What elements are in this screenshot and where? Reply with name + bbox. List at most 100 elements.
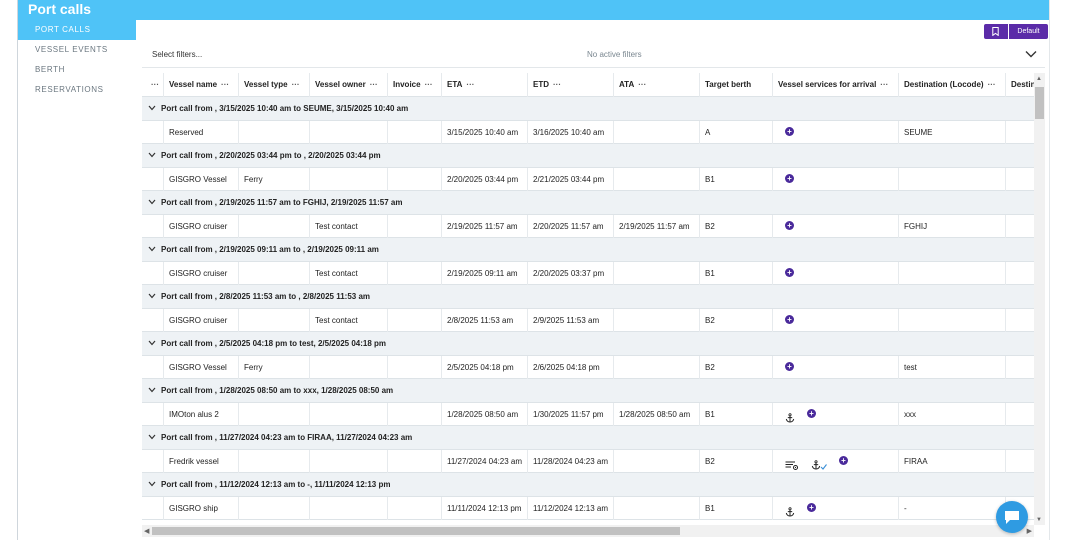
filter-bar: Select filters... No active filters [142, 42, 1045, 68]
chevron-down-icon[interactable] [1025, 50, 1037, 58]
column-header-vessel-name[interactable]: Vessel name ··· [163, 73, 238, 97]
group-row[interactable]: Port call from , 2/5/2025 04:18 pm to te… [142, 332, 1034, 356]
scroll-down-icon[interactable]: ▼ [1036, 517, 1042, 523]
row-select-cell [142, 497, 163, 520]
cell-destination-locode: FGHIJ [898, 215, 1005, 238]
chevron-down-icon[interactable] [148, 481, 156, 487]
group-row[interactable]: Port call from , 1/28/2025 08:50 am to x… [142, 379, 1034, 403]
column-menu-icon[interactable]: ··· [424, 80, 433, 89]
chevron-down-icon[interactable] [148, 246, 156, 252]
sidebar-item-vessel-events[interactable]: VESSEL EVENTS [35, 45, 108, 54]
cell-etd: 1/30/2025 11:57 pm [527, 403, 613, 426]
add-service-icon[interactable]: + [785, 268, 794, 277]
vertical-scroll-thumb[interactable] [1035, 87, 1044, 119]
bookmark-button[interactable] [984, 24, 1008, 39]
add-service-icon[interactable]: + [785, 221, 794, 230]
column-header-destination[interactable]: Destin [1005, 73, 1034, 97]
column-header-etd[interactable]: ETD ··· [527, 73, 613, 97]
anchor-icon[interactable] [785, 409, 795, 426]
add-service-icon[interactable]: + [839, 456, 848, 465]
default-view-button[interactable]: Default [1009, 24, 1048, 39]
cell-destination [1005, 450, 1034, 473]
chevron-down-icon[interactable] [148, 105, 156, 111]
column-menu-icon[interactable]: ··· [466, 80, 475, 89]
add-service-icon[interactable]: + [785, 127, 794, 136]
services-list-icon[interactable] [785, 456, 799, 473]
group-title: Port call from , 2/19/2025 11:57 am to F… [161, 198, 403, 207]
column-header-ata[interactable]: ATA ··· [613, 73, 699, 97]
add-service-icon[interactable]: + [785, 315, 794, 324]
cell-vessel-type [238, 403, 309, 426]
sidebar-item-port-calls[interactable]: PORT CALLS [18, 20, 136, 40]
cell-target-berth: B2 [699, 356, 772, 379]
row-select-cell [142, 215, 163, 238]
horizontal-scroll-thumb[interactable] [152, 527, 680, 535]
group-title: Port call from , 1/28/2025 08:50 am to x… [161, 386, 394, 395]
scroll-up-icon[interactable]: ▲ [1036, 76, 1042, 82]
chat-button[interactable] [996, 501, 1028, 533]
column-header-target-berth[interactable]: Target berth [699, 73, 772, 97]
column-menu-icon[interactable]: ··· [369, 80, 378, 89]
table-row[interactable]: IMOton alus 2 1/28/2025 08:50 am 1/30/2025… [142, 403, 1034, 426]
cell-eta: 2/20/2025 03:44 pm [441, 168, 527, 191]
table-row[interactable]: GISGRO cruiser Test contact 2/8/2025 11:53… [142, 309, 1034, 332]
vertical-scrollbar[interactable]: ▲ ▼ [1034, 73, 1045, 525]
add-service-icon[interactable]: + [785, 362, 794, 371]
table-row[interactable]: GISGRO cruiser Test contact 2/19/2025 09:1… [142, 262, 1034, 285]
table-row[interactable]: Fredrik vessel 11/27/2024 04:23 am 11/28/2… [142, 450, 1034, 473]
table-row[interactable]: GISGRO ship 11/11/2024 12:13 pm 11/12/2024… [142, 497, 1034, 520]
column-label: Vessel services for arrival [778, 80, 877, 89]
chevron-down-icon[interactable] [148, 152, 156, 158]
column-menu-icon[interactable]: ··· [553, 80, 561, 89]
anchor-check-icon[interactable] [811, 456, 827, 473]
group-row[interactable]: Port call from , 2/20/2025 03:44 pm to ,… [142, 144, 1034, 168]
row-select-cell [142, 309, 163, 332]
column-header-invoice[interactable]: Invoice ··· [387, 73, 441, 97]
chevron-down-icon[interactable] [148, 434, 156, 440]
horizontal-scrollbar[interactable]: ◀ ▶ [142, 525, 1034, 537]
cell-vessel-name: IMOton alus 2 [163, 403, 238, 426]
column-header-vessel-owner[interactable]: Vessel owner ··· [309, 73, 387, 97]
group-row[interactable]: Port call from , 11/27/2024 04:23 am to … [142, 426, 1034, 450]
column-menu-icon[interactable]: ··· [987, 80, 996, 89]
cell-vessel-services: + [772, 356, 898, 379]
scroll-left-icon[interactable]: ◀ [144, 528, 150, 535]
add-service-icon[interactable]: + [807, 409, 816, 418]
cell-vessel-name: GISGRO Vessel [163, 356, 238, 379]
table-row[interactable]: GISGRO Vessel Ferry 2/5/2025 04:18 pm 2/6/2… [142, 356, 1034, 379]
column-menu-icon[interactable]: ··· [638, 80, 647, 89]
chevron-down-icon[interactable] [148, 293, 156, 299]
column-header-eta[interactable]: ETA ··· [441, 73, 527, 97]
add-service-icon[interactable]: + [807, 503, 816, 512]
column-header-vessel-services[interactable]: Vessel services for arrival ··· [772, 73, 898, 97]
chevron-down-icon[interactable] [148, 199, 156, 205]
group-row[interactable]: Port call from , 3/15/2025 10:40 am to S… [142, 97, 1034, 121]
cell-vessel-type [238, 497, 309, 520]
add-service-icon[interactable]: + [785, 174, 794, 183]
anchor-icon[interactable] [785, 503, 795, 520]
table-row[interactable]: Reserved 3/15/2025 10:40 am 3/16/2025 10:4… [142, 121, 1034, 144]
table-row[interactable]: GISGRO Vessel Ferry 2/20/2025 03:44 pm 2/21… [142, 168, 1034, 191]
column-menu-icon[interactable]: ··· [880, 80, 889, 89]
cell-destination-locode [898, 262, 1005, 285]
column-header-destination-locode[interactable]: Destination (Locode) ··· [898, 73, 1005, 97]
column-menu-button[interactable]: ··· [151, 80, 159, 89]
cell-vessel-type [238, 450, 309, 473]
sidebar-item-berth-reservations[interactable]: BERTH RESERVATIONS [35, 65, 104, 94]
filter-select-input[interactable]: Select filters... [152, 50, 203, 59]
group-row[interactable]: Port call from , 2/19/2025 09:11 am to ,… [142, 238, 1034, 262]
cell-etd: 2/9/2025 11:53 am [527, 309, 613, 332]
table-row[interactable]: GISGRO cruiser Test contact 2/19/2025 11:5… [142, 215, 1034, 238]
group-row[interactable]: Port call from , 2/8/2025 11:53 am to , … [142, 285, 1034, 309]
column-menu-icon[interactable]: ··· [221, 80, 230, 89]
column-header-vessel-type[interactable]: Vessel type ··· [238, 73, 309, 97]
scroll-right-icon[interactable]: ▶ [1026, 528, 1032, 535]
cell-vessel-services: + [772, 121, 898, 144]
column-menu-icon[interactable]: ··· [291, 80, 300, 89]
group-row[interactable]: Port call from , 11/12/2024 12:13 am to … [142, 473, 1034, 497]
chevron-down-icon[interactable] [148, 340, 156, 346]
cell-ata: 2/19/2025 11:57 am [613, 215, 699, 238]
chevron-down-icon[interactable] [148, 387, 156, 393]
cell-vessel-owner [309, 356, 387, 379]
group-row[interactable]: Port call from , 2/19/2025 11:57 am to F… [142, 191, 1034, 215]
